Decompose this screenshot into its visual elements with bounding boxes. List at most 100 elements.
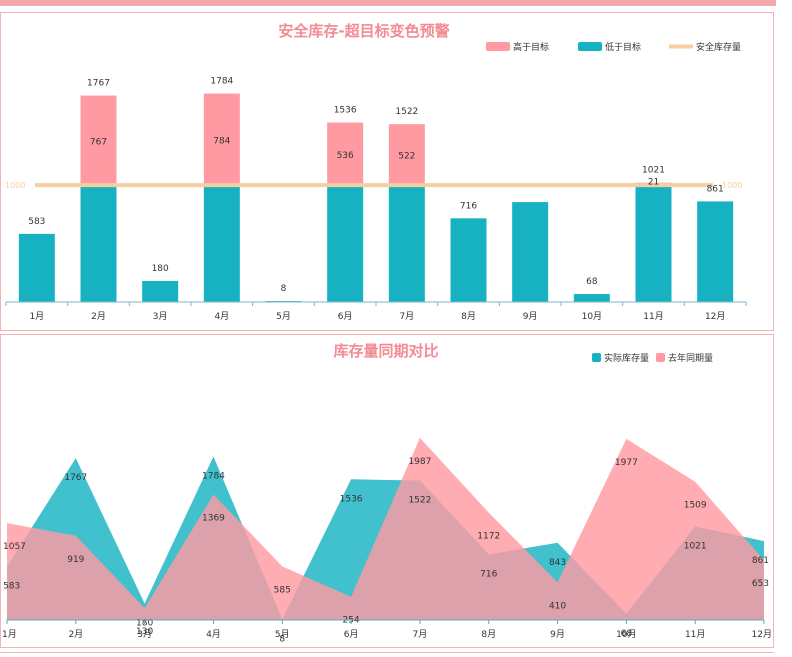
- x-tick-label-4: 4月: [206, 629, 221, 640]
- data-label-s1-1: 583: [3, 582, 20, 592]
- data-label-s2-7: 1987: [408, 457, 431, 467]
- bar-below-target-8: [450, 218, 487, 302]
- chart1-data-labels: 583 767 1767 180 784 1784 8 536 1536 522 1522 716 68…: [28, 77, 724, 295]
- chart1-safety-line: 1000 1000: [5, 181, 742, 190]
- legend-label-2: 低于目标: [605, 41, 641, 53]
- total-label-2: 1767: [87, 79, 110, 89]
- bar-below-target-4: [203, 185, 240, 302]
- data-label-s2-2: 919: [67, 555, 84, 565]
- chart1-legend[interactable]: 高于目标 低于目标 安全库存量: [486, 41, 741, 53]
- excess-label-6: 536: [337, 151, 354, 161]
- chart1-bars: [18, 93, 734, 303]
- yoy-comparison-chart-panel: 库存量同期对比 实际库存量 去年同期量 583 1767 180 1784 8 1536 15…: [0, 334, 774, 648]
- x-tick-label-6: 6月: [338, 311, 353, 322]
- chart2-areas: [7, 437, 764, 620]
- safety-line-label-left: 1000: [5, 181, 25, 190]
- x-tick-label-3: 3月: [153, 311, 168, 322]
- x-tick-label-10: 10月: [616, 629, 636, 640]
- x-tick-label-6: 6月: [344, 629, 359, 640]
- chart2-legend[interactable]: 实际库存量 去年同期量: [592, 352, 713, 364]
- data-label-s1-11: 1021: [684, 541, 707, 551]
- total-label-8: 716: [460, 201, 477, 211]
- x-tick-label-1: 1月: [29, 311, 44, 322]
- data-label-s1-2: 1767: [64, 473, 87, 483]
- area-series-2: [7, 437, 764, 620]
- excess-label-2: 767: [90, 137, 107, 147]
- x-tick-label-12: 12月: [752, 629, 772, 640]
- data-label-s1-5: 8: [279, 634, 285, 644]
- x-tick-label-12: 12月: [705, 311, 725, 322]
- bar-above-target-2: [80, 95, 117, 186]
- data-label-s1-10: 68: [621, 629, 633, 639]
- x-tick-label-8: 8月: [461, 311, 476, 322]
- total-label-5: 8: [281, 284, 287, 294]
- data-label-s1-9: 843: [549, 558, 566, 568]
- data-label-s2-12: 653: [752, 579, 769, 589]
- bar-below-target-11: [635, 185, 672, 302]
- excess-label-11: 21: [648, 178, 659, 188]
- bar-above-target-6: [327, 122, 364, 186]
- chart1-x-axis: 1月 2月 3月 4月 5月 6月 7月 8月 9月 10月 11月 12月: [5, 301, 747, 322]
- legend-label-1: 实际库存量: [604, 352, 649, 364]
- chart2-x-axis: 1月 2月 3月 4月 5月 6月 7月 8月 9月 10月 11月 12月: [2, 619, 772, 640]
- data-label-s2-9: 410: [549, 601, 566, 611]
- bar-below-target-10: [573, 294, 610, 302]
- data-label-s2-8: 1172: [477, 532, 500, 542]
- bar-below-target-12: [697, 201, 734, 302]
- data-label-s1-8: 716: [480, 569, 497, 579]
- legend-swatch-2: [656, 353, 665, 362]
- x-tick-label-11: 11月: [685, 629, 705, 640]
- data-label-s2-3: 130: [136, 627, 153, 637]
- chart2-title: 库存量同期对比: [333, 342, 438, 360]
- x-tick-label-1: 1月: [2, 629, 17, 640]
- x-tick-label-3: 3月: [137, 629, 152, 640]
- legend-label-1: 高于目标: [513, 41, 549, 53]
- total-label-6: 1536: [334, 106, 357, 116]
- safety-line-label-right: 1000: [722, 181, 742, 190]
- total-label-1: 583: [28, 217, 45, 227]
- total-label-4: 1784: [210, 77, 233, 87]
- legend-swatch-2: [578, 42, 602, 51]
- x-tick-label-4: 4月: [214, 311, 229, 322]
- bar-below-target-9: [512, 202, 549, 302]
- bar-below-target-2: [80, 185, 117, 302]
- bar-above-target-4: [203, 93, 240, 186]
- data-label-s2-1: 1057: [3, 542, 26, 552]
- data-label-s1-6: 1536: [340, 494, 363, 504]
- legend-swatch-1: [486, 42, 510, 51]
- excess-label-7: 522: [398, 152, 415, 162]
- x-tick-label-11: 11月: [643, 311, 663, 322]
- legend-swatch-1: [592, 353, 601, 362]
- bottom-divider: [0, 652, 774, 653]
- data-label-s1-12: 861: [752, 556, 769, 566]
- total-label-3: 180: [152, 264, 169, 274]
- data-label-s2-10: 1977: [615, 458, 638, 468]
- excess-label-4: 784: [213, 136, 230, 146]
- x-tick-label-5: 5月: [276, 311, 291, 322]
- data-label-s1-4: 1784: [202, 472, 225, 482]
- bar-below-target-3: [142, 280, 179, 302]
- safety-stock-chart-panel: 安全库存-超目标变色预警 高于目标 低于目标 安全库存量 1000 1000 583 7…: [0, 12, 774, 331]
- data-label-s1-7: 1522: [408, 496, 431, 506]
- total-label-12: 861: [707, 184, 724, 194]
- safety-stock-bar-chart: 安全库存-超目标变色预警 高于目标 低于目标 安全库存量 1000 1000 583 7…: [5, 22, 747, 322]
- x-tick-label-7: 7月: [413, 629, 428, 640]
- x-tick-label-7: 7月: [399, 311, 414, 322]
- x-tick-label-10: 10月: [582, 311, 602, 322]
- data-label-s2-11: 1509: [684, 501, 707, 511]
- x-tick-label-2: 2月: [68, 629, 83, 640]
- data-label-s2-5: 585: [274, 585, 291, 595]
- x-tick-label-2: 2月: [91, 311, 106, 322]
- chart1-title: 安全库存-超目标变色预警: [278, 22, 449, 40]
- legend-label-2: 去年同期量: [668, 352, 713, 364]
- x-tick-label-5: 5月: [275, 629, 290, 640]
- legend-label-3: 安全库存量: [696, 41, 741, 53]
- bar-below-target-7: [388, 185, 425, 302]
- total-label-11: 1021: [642, 166, 665, 176]
- x-tick-label-9: 9月: [550, 629, 565, 640]
- bar-below-target-6: [327, 185, 364, 302]
- total-label-10: 68: [586, 277, 598, 287]
- bar-below-target-1: [18, 233, 55, 302]
